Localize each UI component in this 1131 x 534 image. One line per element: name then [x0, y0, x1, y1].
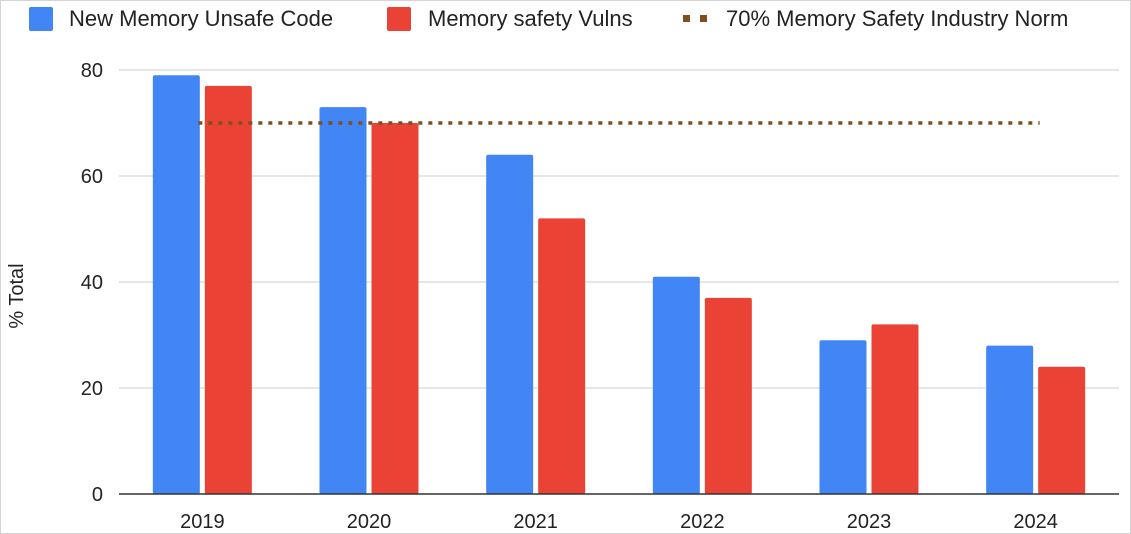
x-tick-label-2021: 2021 [513, 511, 558, 533]
y-axis-title: % Total [6, 263, 28, 328]
bar-new-memory-unsafe-code-2019 [152, 75, 200, 495]
y-tick-label-0: 0 [92, 484, 103, 506]
legend-swatch-memory-safety-vulns [387, 7, 411, 31]
bar-new-memory-unsafe-code-2021 [486, 154, 534, 495]
bar-memory-safety-vulns-2020 [371, 123, 419, 494]
bar-memory-safety-vulns-2023 [871, 324, 919, 494]
y-tick-label-40: 40 [81, 272, 103, 294]
bar-new-memory-unsafe-code-2023 [819, 340, 867, 494]
legend-swatch-new-memory-unsafe-code [29, 7, 53, 31]
legend-label-new-memory-unsafe-code: New Memory Unsafe Code [69, 6, 333, 31]
bar-new-memory-unsafe-code-2022 [652, 276, 700, 494]
bar-memory-safety-vulns-2024 [1038, 366, 1086, 494]
legend-label-memory-safety-vulns: Memory safety Vulns [428, 6, 633, 31]
legend-swatch-industry-norm [683, 15, 707, 22]
y-axis: 0 20 40 60 80 [81, 60, 103, 506]
legend: New Memory Unsafe Code Memory safety Vul… [29, 6, 1068, 31]
x-tick-label-2020: 2020 [347, 511, 392, 533]
bars [152, 75, 1086, 495]
x-axis: 2019 2020 2021 2022 2023 2024 [119, 493, 1119, 533]
bar-memory-safety-vulns-2019 [204, 85, 252, 495]
grid [119, 69, 1119, 389]
y-tick-label-20: 20 [81, 378, 103, 400]
x-tick-label-2023: 2023 [847, 511, 892, 533]
bar-new-memory-unsafe-code-2024 [986, 345, 1034, 494]
bar-new-memory-unsafe-code-2020 [319, 107, 367, 494]
y-tick-label-80: 80 [81, 60, 103, 82]
x-tick-label-2024: 2024 [1013, 511, 1058, 533]
y-tick-label-60: 60 [81, 166, 103, 188]
bar-memory-safety-vulns-2022 [704, 297, 752, 494]
x-tick-label-2022: 2022 [680, 511, 725, 533]
x-tick-label-2019: 2019 [180, 511, 225, 533]
bar-memory-safety-vulns-2021 [538, 218, 586, 494]
legend-label-industry-norm: 70% Memory Safety Industry Norm [726, 6, 1068, 31]
